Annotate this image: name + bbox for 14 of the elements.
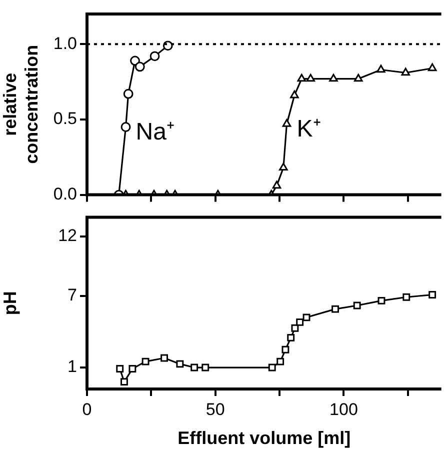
- y-axis-title: relative concentration: [0, 44, 42, 164]
- y-tick-label: 12: [58, 226, 77, 245]
- series-label: Na⁺: [136, 118, 174, 146]
- series-label: K⁺: [296, 116, 321, 143]
- y-tick-label: 7: [68, 286, 77, 305]
- y-tick-label: 0.5: [53, 109, 77, 128]
- x-tick-label: 100: [330, 400, 358, 419]
- y-axis-title: pH: [0, 291, 20, 316]
- x-tick-label: 0: [82, 400, 92, 419]
- y-tick-label: 0.0: [53, 184, 77, 204]
- y-tick-label: 1: [68, 357, 77, 376]
- x-axis-title: Effluent volume [ml]: [178, 428, 351, 448]
- y-tick-label: 1.0: [53, 34, 77, 53]
- x-tick-label: 50: [206, 400, 225, 419]
